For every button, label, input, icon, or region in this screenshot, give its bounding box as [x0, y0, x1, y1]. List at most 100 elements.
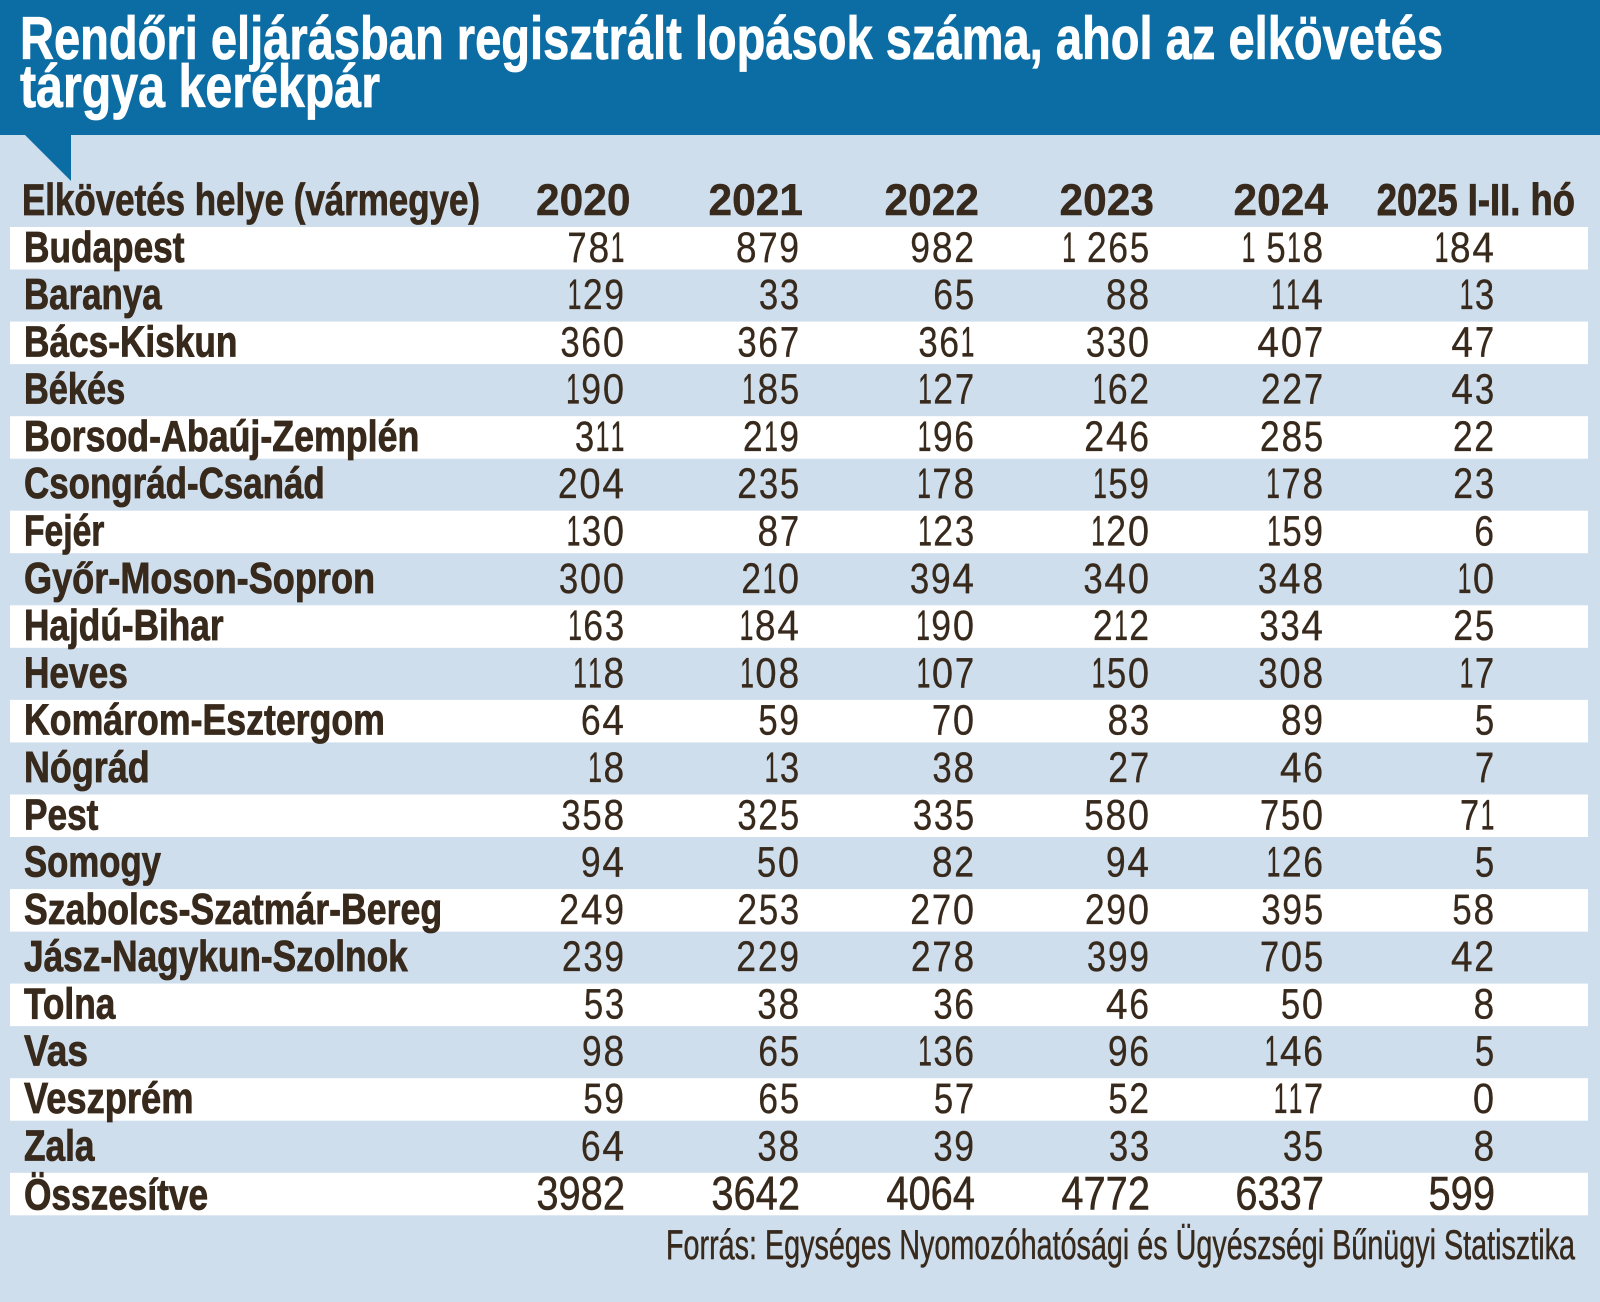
svg-text:3: 3 — [1475, 460, 1494, 508]
svg-text:5: 5 — [1266, 224, 1285, 272]
svg-text:9: 9 — [581, 839, 601, 887]
svg-text:Budapest: Budapest — [24, 223, 185, 272]
svg-text:4: 4 — [1106, 413, 1128, 461]
svg-text:4: 4 — [952, 555, 974, 603]
svg-text:1: 1 — [1435, 224, 1449, 272]
svg-text:6: 6 — [939, 318, 959, 366]
svg-text:3: 3 — [933, 980, 952, 1028]
svg-text:2: 2 — [1260, 413, 1280, 461]
svg-text:4: 4 — [1301, 271, 1323, 319]
svg-text:1: 1 — [1242, 224, 1256, 272]
svg-text:0: 0 — [1128, 508, 1149, 556]
svg-text:1: 1 — [611, 413, 625, 461]
svg-text:0: 0 — [603, 508, 624, 556]
svg-text:0: 0 — [1281, 933, 1302, 981]
svg-text:7: 7 — [1475, 318, 1494, 366]
svg-text:8: 8 — [603, 649, 624, 697]
svg-text:6: 6 — [954, 980, 974, 1028]
svg-text:5: 5 — [780, 366, 799, 414]
svg-text:7: 7 — [1475, 649, 1494, 697]
svg-text:0: 0 — [1302, 791, 1323, 839]
svg-text:3: 3 — [757, 1122, 776, 1170]
svg-text:5: 5 — [1281, 980, 1300, 1028]
svg-text:5: 5 — [1282, 508, 1301, 556]
svg-text:7: 7 — [1130, 744, 1149, 792]
svg-text:3: 3 — [737, 318, 756, 366]
svg-text:4: 4 — [602, 839, 624, 887]
svg-text:3: 3 — [1087, 933, 1106, 981]
svg-text:Komárom-Esztergom: Komárom-Esztergom — [24, 696, 385, 745]
svg-text:1: 1 — [611, 224, 625, 272]
svg-text:8: 8 — [778, 649, 799, 697]
svg-text:2: 2 — [1474, 413, 1494, 461]
svg-text:1: 1 — [1289, 1075, 1303, 1123]
svg-text:7: 7 — [1260, 933, 1279, 981]
svg-text:5: 5 — [1475, 1028, 1494, 1076]
svg-text:2: 2 — [1261, 366, 1281, 414]
svg-text:9: 9 — [1108, 1028, 1128, 1076]
svg-text:4: 4 — [1451, 318, 1473, 366]
svg-text:3: 3 — [605, 602, 624, 650]
svg-text:3: 3 — [559, 555, 578, 603]
svg-text:6: 6 — [933, 271, 953, 319]
svg-text:5: 5 — [1475, 697, 1494, 745]
svg-text:Nógrád: Nógrád — [24, 743, 150, 792]
svg-text:0: 0 — [755, 649, 776, 697]
svg-text:0: 0 — [1281, 318, 1302, 366]
svg-text:4: 4 — [581, 886, 603, 934]
svg-text:8: 8 — [1302, 224, 1323, 272]
svg-text:2: 2 — [1129, 366, 1149, 414]
svg-text:1: 1 — [1460, 649, 1474, 697]
svg-text:4: 4 — [1280, 1028, 1302, 1076]
svg-text:0: 0 — [603, 366, 624, 414]
svg-text:7: 7 — [780, 318, 799, 366]
svg-text:3: 3 — [582, 508, 601, 556]
svg-text:7: 7 — [932, 886, 951, 934]
svg-text:Békés: Békés — [24, 365, 125, 414]
svg-text:9: 9 — [1282, 886, 1302, 934]
svg-text:4: 4 — [1106, 980, 1128, 1028]
svg-text:3: 3 — [737, 791, 756, 839]
svg-text:6: 6 — [1303, 1028, 1323, 1076]
svg-text:6: 6 — [1108, 224, 1128, 272]
svg-text:0: 0 — [778, 839, 799, 887]
svg-text:8: 8 — [1105, 791, 1126, 839]
svg-text:3: 3 — [1083, 555, 1102, 603]
svg-text:2: 2 — [1129, 1075, 1149, 1123]
svg-text:1: 1 — [567, 508, 581, 556]
svg-text:9: 9 — [910, 224, 930, 272]
svg-text:5: 5 — [1304, 413, 1323, 461]
svg-text:0: 0 — [1128, 791, 1149, 839]
svg-text:Somogy: Somogy — [24, 838, 161, 887]
svg-text:6: 6 — [1129, 980, 1149, 1028]
svg-text:1: 1 — [740, 649, 754, 697]
svg-text:1: 1 — [1092, 649, 1106, 697]
svg-text:7: 7 — [1304, 318, 1323, 366]
svg-text:Baranya: Baranya — [24, 270, 162, 319]
svg-text:3: 3 — [575, 413, 594, 461]
svg-text:8: 8 — [778, 980, 799, 1028]
svg-text:9: 9 — [954, 1122, 974, 1170]
svg-text:5: 5 — [757, 839, 776, 887]
svg-text:Győr-Moson-Sopron: Győr-Moson-Sopron — [24, 554, 375, 603]
svg-text:2025 I-II. hó: 2025 I-II. hó — [1377, 174, 1575, 225]
svg-text:4: 4 — [1279, 555, 1301, 603]
svg-text:1: 1 — [765, 744, 779, 792]
svg-text:0: 0 — [953, 602, 974, 650]
svg-text:3: 3 — [1109, 1122, 1128, 1170]
svg-text:3: 3 — [780, 886, 799, 934]
svg-text:7: 7 — [1475, 744, 1494, 792]
svg-text:5: 5 — [955, 271, 974, 319]
svg-text:4: 4 — [1104, 555, 1126, 603]
svg-text:1: 1 — [1460, 271, 1474, 319]
svg-text:2: 2 — [954, 839, 974, 887]
svg-text:4: 4 — [1280, 744, 1302, 792]
svg-text:9: 9 — [1303, 508, 1323, 556]
svg-text:4: 4 — [602, 697, 624, 745]
svg-text:9: 9 — [1108, 933, 1128, 981]
svg-text:Forrás: Egységes Nyomozóhatósá: Forrás: Egységes Nyomozóhatósági és Ügyé… — [666, 1221, 1575, 1268]
svg-text:0: 0 — [778, 555, 799, 603]
svg-text:9: 9 — [1106, 839, 1126, 887]
svg-text:5: 5 — [1475, 602, 1494, 650]
svg-text:Fejér: Fejér — [24, 507, 104, 556]
